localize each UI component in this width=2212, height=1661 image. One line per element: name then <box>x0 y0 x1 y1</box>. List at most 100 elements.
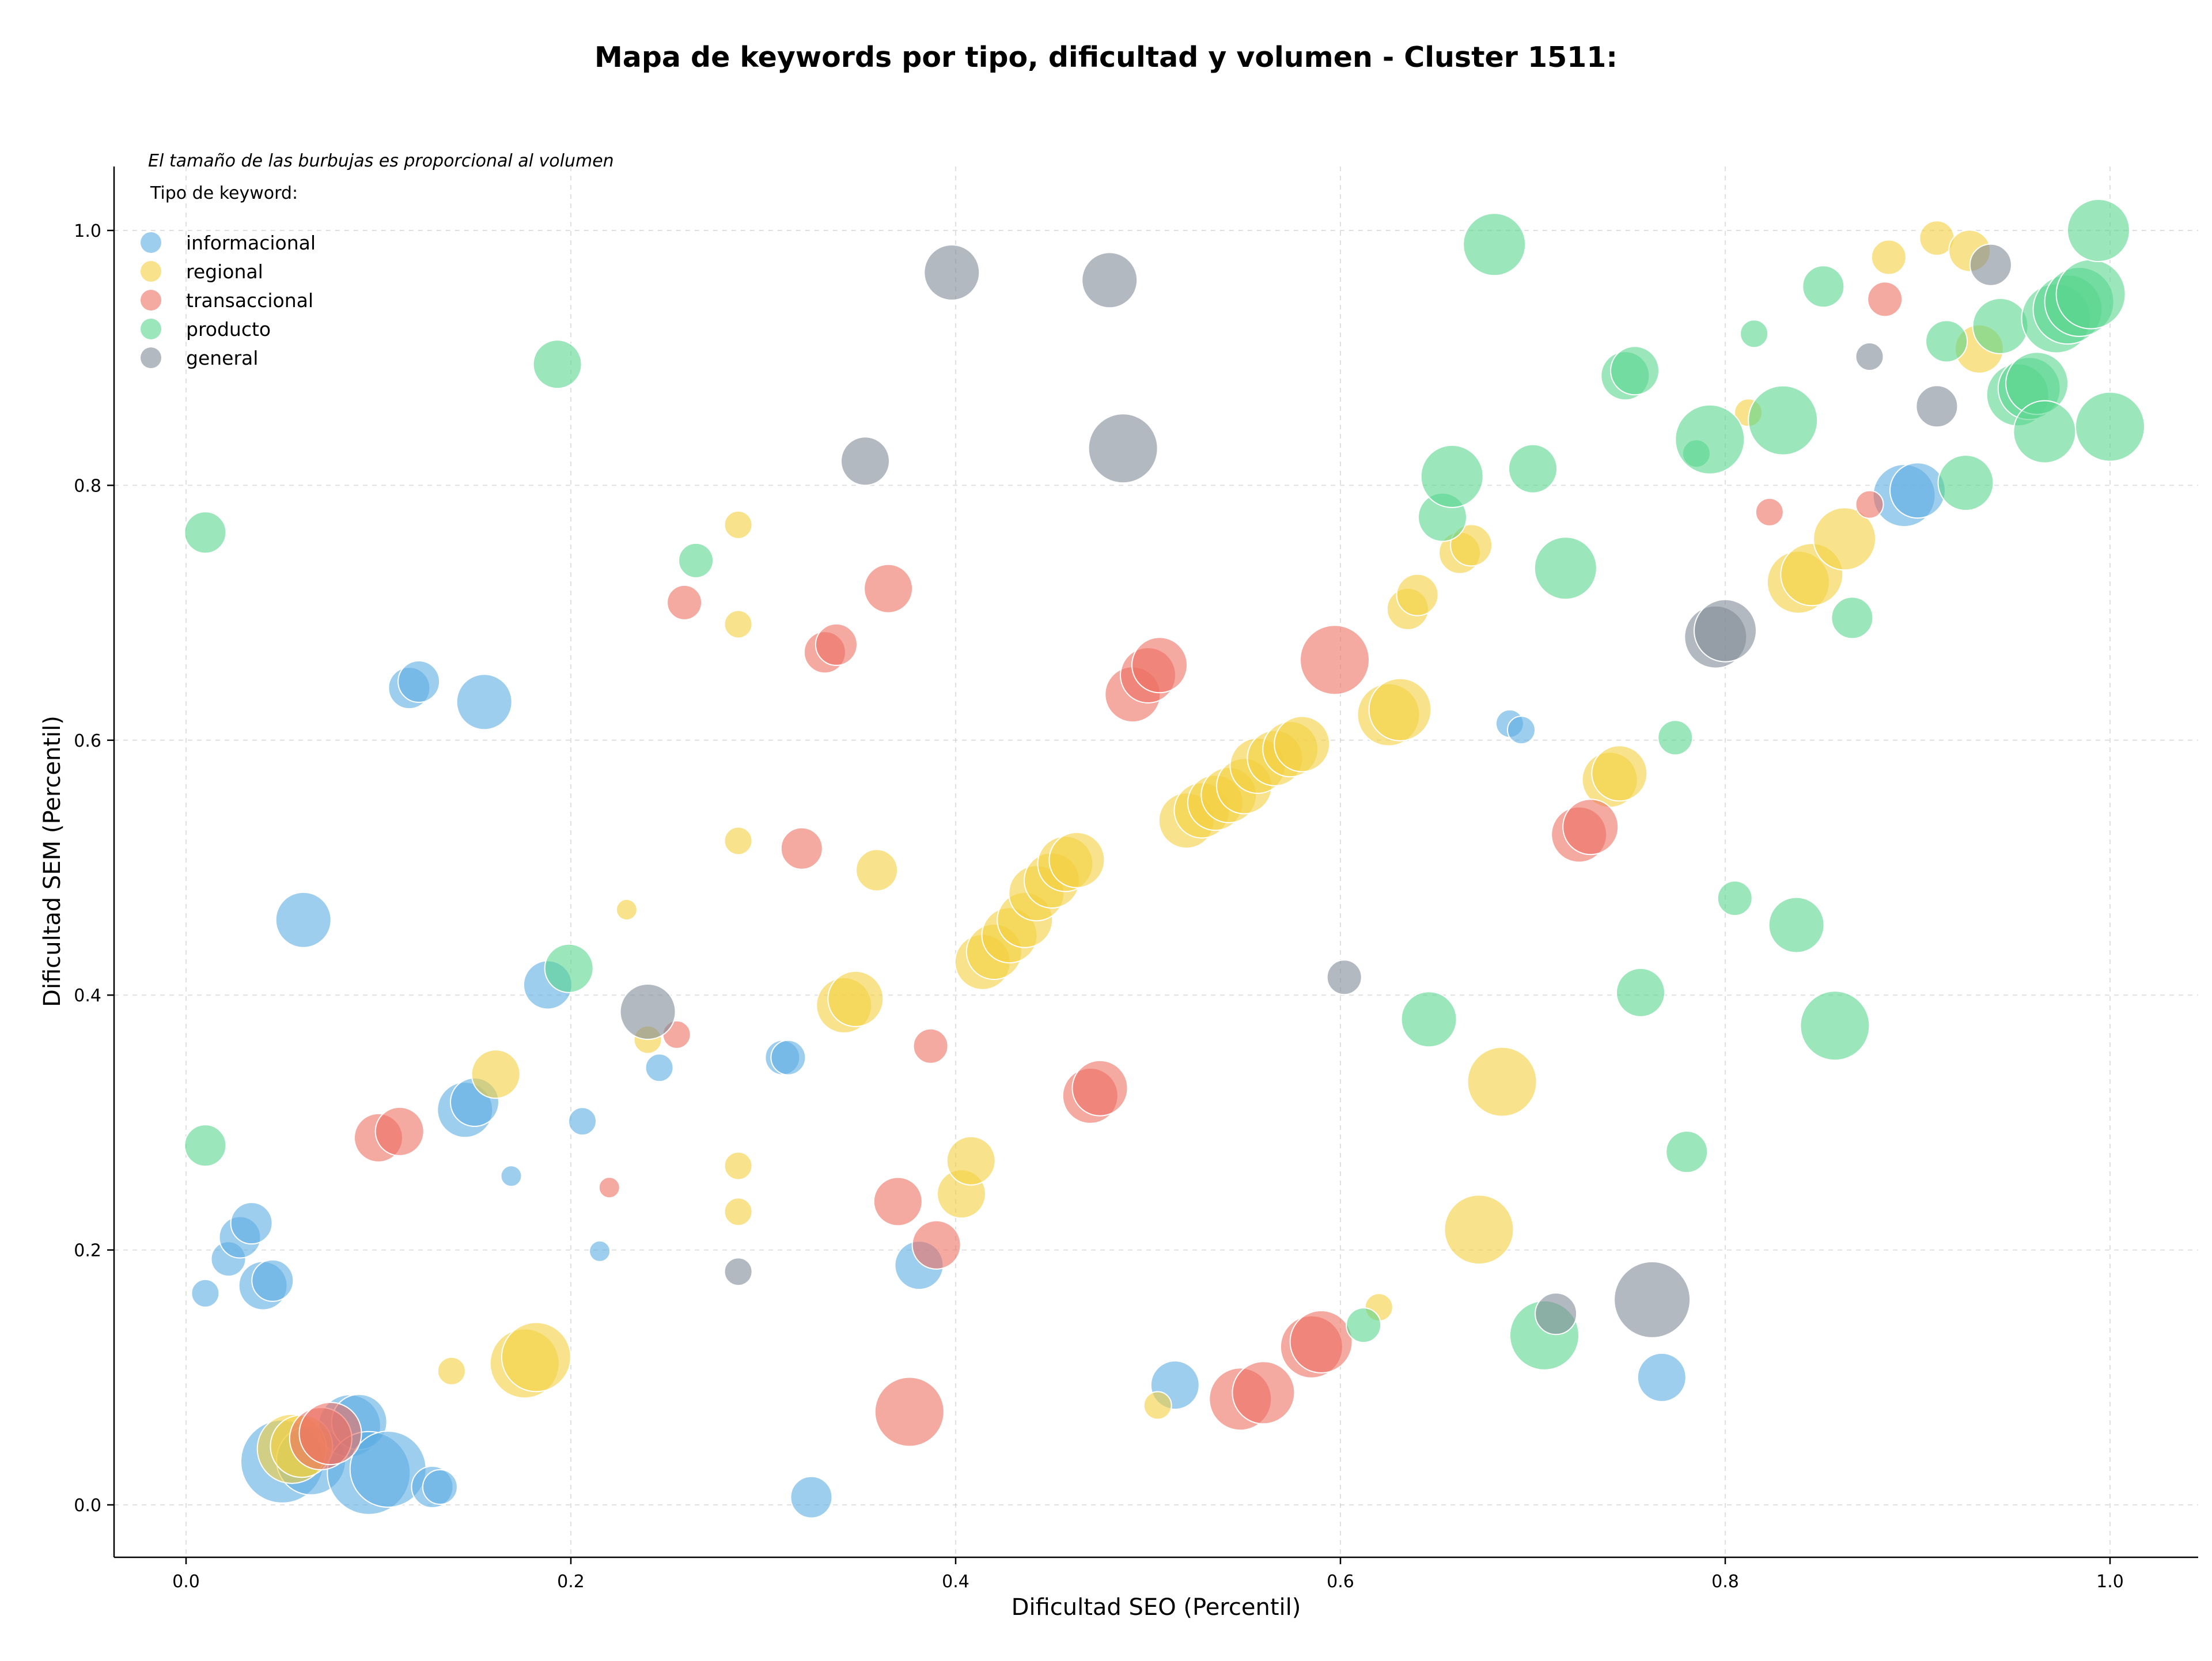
bubble-producto <box>1400 991 1457 1048</box>
bubble-informacional <box>1637 1352 1687 1402</box>
axes <box>113 167 2198 1558</box>
bubble-regional <box>724 510 753 539</box>
y-tick-label: 1.0 <box>74 221 101 241</box>
bubble-regional <box>437 1356 466 1386</box>
bubble-informacional <box>790 1475 833 1519</box>
bubble-informacional <box>645 1053 674 1083</box>
bubble-transaccional <box>1855 490 1884 519</box>
bubble-transaccional <box>1232 1361 1296 1425</box>
legend-items: informacional regional transaccional produc… <box>141 232 316 369</box>
bubble-regional <box>501 1322 571 1393</box>
x-tick-label: 0.4 <box>942 1572 969 1592</box>
y-tick-label: 0.4 <box>74 986 101 1006</box>
bubble-regional <box>946 1136 996 1186</box>
bubble-producto <box>544 943 594 993</box>
bubble-regional <box>724 1197 753 1227</box>
bubble-regional <box>1396 573 1439 616</box>
bubble-general <box>1613 1261 1691 1338</box>
y-tick-label: 0.0 <box>74 1496 101 1516</box>
legend-marker-general <box>141 347 161 368</box>
bubble-regional <box>855 849 899 892</box>
bubble-producto <box>1740 319 1769 349</box>
bubble-informacional <box>422 1469 458 1505</box>
bubble-informacional <box>568 1107 597 1136</box>
bubble-producto <box>678 542 714 578</box>
bubble-producto <box>2067 199 2130 262</box>
bubble-producto <box>1610 346 1660 396</box>
bubble-producto <box>2075 391 2145 462</box>
bubble-producto <box>1831 596 1874 640</box>
bubble-regional <box>1870 239 1907 275</box>
bubble-regional <box>724 1151 753 1181</box>
bubble-transaccional <box>873 1176 923 1227</box>
legend-label-regional: regional <box>186 260 263 283</box>
bubble-informacional <box>770 1039 806 1076</box>
bubble-producto <box>1972 297 2029 354</box>
legend-label-transaccional: transaccional <box>186 289 313 312</box>
bubble-informacional <box>456 674 513 731</box>
bubble-producto <box>2055 259 2126 330</box>
bubble-regional <box>1143 1391 1172 1420</box>
bubble-general <box>1535 1292 1578 1335</box>
bubble-general <box>619 983 676 1040</box>
legend-label-general: general <box>186 347 258 369</box>
bubble-transaccional <box>874 1376 945 1447</box>
y-tick-label: 0.8 <box>74 476 101 496</box>
bubble-regional <box>1444 1194 1514 1265</box>
ticks: 0.0 0.2 0.4 0.6 0.8 1.0 0.0 0.2 0.4 0.6 0.8 1.0 <box>74 221 2124 1592</box>
bubble-producto <box>1657 720 1694 756</box>
bubble-general <box>1855 342 1884 371</box>
bubble-producto <box>532 339 582 389</box>
bubble-transaccional <box>1562 799 1619 856</box>
bubble-transaccional <box>911 1220 961 1270</box>
bubble-general <box>923 244 980 301</box>
bubble-transaccional <box>1867 281 1903 317</box>
bubble-transaccional <box>815 623 858 666</box>
x-tick-label: 1.0 <box>2096 1572 2124 1592</box>
bubble-producto <box>184 511 227 554</box>
bubble-producto <box>1665 1130 1709 1174</box>
bubble-producto <box>1937 455 1994 511</box>
bubble-producto <box>1768 896 1825 954</box>
x-tick-label: 0.6 <box>1327 1572 1354 1592</box>
bubble-transaccional <box>598 1176 620 1199</box>
bubble-regional <box>615 899 638 921</box>
x-tick-label: 0.0 <box>172 1572 200 1592</box>
bubble-regional <box>1450 524 1493 567</box>
bubble-producto <box>1748 385 1819 456</box>
x-tick-label: 0.2 <box>557 1572 585 1592</box>
legend-label-producto: producto <box>186 318 271 340</box>
y-axis-label: Dificultad SEM (Percentil) <box>39 716 66 1007</box>
bubble-general <box>1969 243 2012 286</box>
y-tick-label: 0.6 <box>74 731 101 751</box>
bubble-transaccional <box>780 827 823 870</box>
x-tick-label: 0.8 <box>1711 1572 1739 1592</box>
bubble-transaccional <box>1289 1310 1353 1374</box>
bubble-producto <box>1508 444 1558 494</box>
bubble-transaccional <box>666 584 703 620</box>
bubble-informacional <box>1507 716 1536 745</box>
bubble-informacional <box>589 1240 611 1262</box>
bubble-general <box>1088 413 1158 484</box>
bubble-regional <box>724 826 753 856</box>
bubble-producto <box>1463 213 1527 277</box>
bubble-producto <box>1675 404 1745 475</box>
x-axis-label: Dificultad SEO (Percentil) <box>1012 1594 1301 1621</box>
chart-title: Mapa de keywords por tipo, dificultad y … <box>594 41 1618 74</box>
bubble-producto <box>184 1124 227 1167</box>
y-tick-label: 0.2 <box>74 1241 101 1261</box>
bubble-general <box>1326 959 1362 996</box>
bubble-informacional <box>191 1278 220 1308</box>
series-transaccional <box>289 281 1903 1470</box>
size-note: El tamaño de las burbujas es proporciona… <box>148 151 614 171</box>
bubble-transaccional <box>1131 637 1188 694</box>
bubble-regional <box>1813 507 1877 571</box>
bubble-transaccional <box>912 1028 949 1064</box>
bubble-regional <box>471 1049 521 1099</box>
grid <box>114 167 2198 1557</box>
bubble-producto <box>1616 967 1665 1017</box>
bubble-transaccional <box>1071 1060 1128 1117</box>
legend-marker-transaccional <box>141 290 161 311</box>
bubble-transaccional <box>374 1106 425 1156</box>
